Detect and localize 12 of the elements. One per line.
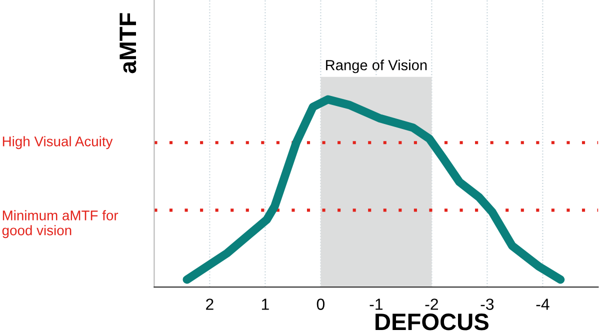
y-axis-title: aMTF bbox=[120, 13, 136, 74]
x-tick-label: 0 bbox=[316, 298, 325, 310]
ref-line-label: High Visual Acuity bbox=[2, 136, 113, 150]
x-tick-label: -4 bbox=[536, 298, 550, 310]
x-tick-label: 1 bbox=[262, 298, 269, 310]
x-tick-label: -2 bbox=[425, 298, 438, 310]
ref-line-label: Minimum aMTF for good vision bbox=[2, 210, 118, 238]
x-tick-label: -1 bbox=[370, 298, 383, 310]
band-label: Range of Vision bbox=[326, 60, 427, 74]
x-tick-label: -3 bbox=[480, 298, 494, 310]
x-tick-label: 2 bbox=[206, 298, 214, 310]
x-axis-title: DEFOCUS bbox=[376, 314, 488, 330]
